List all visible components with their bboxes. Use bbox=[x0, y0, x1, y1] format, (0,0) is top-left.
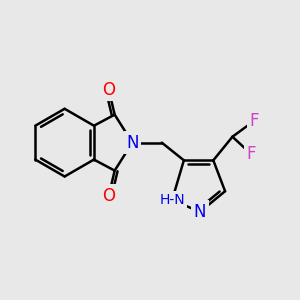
Text: H-N: H-N bbox=[159, 193, 185, 207]
Text: F: F bbox=[247, 146, 256, 164]
Text: O: O bbox=[102, 187, 115, 205]
Text: N: N bbox=[194, 203, 206, 221]
Text: O: O bbox=[102, 81, 115, 99]
Text: N: N bbox=[126, 134, 139, 152]
Text: F: F bbox=[250, 112, 259, 130]
